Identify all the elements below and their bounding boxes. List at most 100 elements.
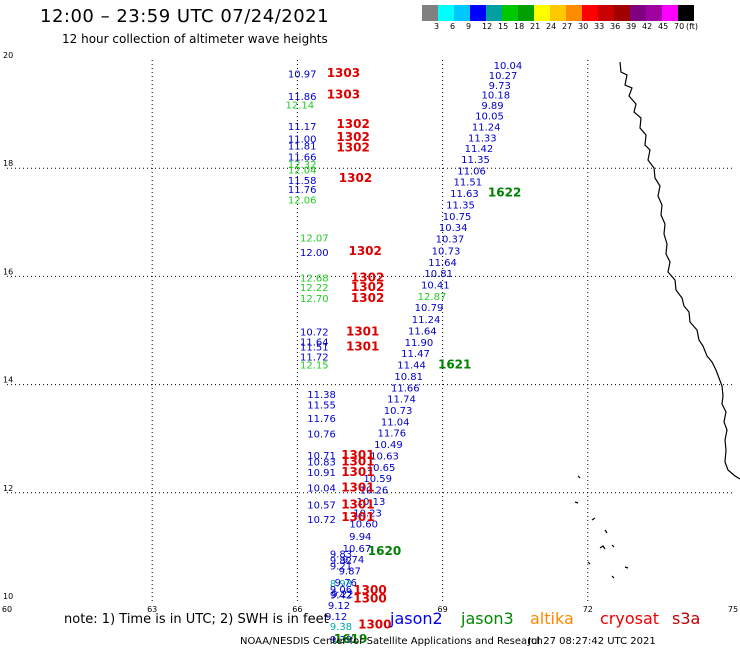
page-title: 12:00 – 23:59 UTC 07/24/2021 bbox=[40, 6, 330, 27]
color-scale-label: 30 bbox=[578, 22, 589, 31]
wave-height-value: 10.72 bbox=[307, 515, 336, 526]
wave-height-value: 11.04 bbox=[381, 417, 410, 428]
wave-height-value: 9.12 bbox=[325, 612, 347, 623]
wave-height-value: 12.06 bbox=[288, 196, 317, 207]
color-swatch bbox=[470, 5, 486, 21]
wave-height-value: 11.76 bbox=[307, 414, 336, 425]
wave-height-value: 10.27 bbox=[489, 71, 518, 82]
x-tick-label: 69 bbox=[438, 605, 448, 614]
pass-time-label: 1301 bbox=[341, 454, 374, 468]
wave-height-value: 9.89 bbox=[481, 101, 503, 112]
color-swatch bbox=[630, 5, 646, 21]
wave-height-value: 9.83 bbox=[330, 549, 352, 560]
wave-height-value: 11.76 bbox=[288, 185, 317, 196]
wave-height-value: 9.06 bbox=[330, 585, 352, 596]
satellite-legend-s3a: s3a bbox=[672, 609, 701, 628]
satellite-legend-cryosat: cryosat bbox=[600, 609, 660, 628]
color-scale-label: 18 bbox=[514, 22, 525, 31]
color-swatch bbox=[534, 5, 550, 21]
wave-height-value: 10.57 bbox=[307, 501, 336, 512]
wave-height-value: 10.13 bbox=[357, 497, 386, 508]
pass-time-label: 1302 bbox=[351, 291, 384, 305]
note-text: note: 1) Time is in UTC; 2) SWH is in fe… bbox=[64, 612, 329, 627]
wave-height-value: 11.47 bbox=[401, 349, 430, 360]
wave-height-value: 10.63 bbox=[370, 452, 399, 463]
wave-height-value: 10.71 bbox=[307, 451, 336, 462]
wave-height-value: 11.58 bbox=[288, 176, 317, 187]
pass-time-label: 1620 bbox=[368, 544, 401, 558]
pass-time-label: 1301 bbox=[346, 340, 379, 354]
x-tick-label: 60 bbox=[2, 605, 12, 614]
y-tick-label: 10 bbox=[3, 592, 13, 601]
wave-height-value: 10.73 bbox=[432, 246, 461, 257]
satellite-legend-jason3: jason3 bbox=[461, 609, 514, 628]
wave-height-value: 11.51 bbox=[453, 178, 482, 189]
color-scale-label: 21 bbox=[530, 22, 541, 31]
wave-height-value: 11.06 bbox=[457, 166, 486, 177]
color-swatch bbox=[454, 5, 470, 21]
pass-time-label: 1301 bbox=[341, 465, 374, 479]
x-tick-label: 75 bbox=[728, 605, 738, 614]
wave-height-value: 10.81 bbox=[394, 372, 423, 383]
pass-time-label: 1300 bbox=[353, 591, 386, 605]
y-tick-label: 14 bbox=[3, 376, 13, 385]
coastline-path bbox=[619, 61, 740, 480]
wave-height-value: 8.93 bbox=[330, 579, 352, 590]
color-scale-label: 9 bbox=[466, 22, 472, 31]
wave-height-value: 9.38 bbox=[330, 622, 352, 633]
color-swatch bbox=[438, 5, 454, 21]
island-9 bbox=[611, 575, 615, 579]
wave-height-value: 11.17 bbox=[288, 122, 317, 133]
wave-height-value: 10.72 bbox=[300, 328, 329, 339]
wave-height-value: 10.76 bbox=[307, 429, 336, 440]
wave-height-value: 10.91 bbox=[307, 468, 336, 479]
island-7 bbox=[587, 561, 591, 565]
pass-time-label: 1303 bbox=[327, 88, 360, 102]
y-tick-label: 18 bbox=[3, 159, 13, 168]
wave-height-value: 10.67 bbox=[343, 544, 372, 555]
wave-height-value: 10.83 bbox=[307, 457, 336, 468]
y-tick-label: 20 bbox=[3, 51, 13, 60]
pass-time-label: 1301 bbox=[341, 498, 374, 512]
pass-time-label: 1301 bbox=[346, 325, 379, 339]
wave-height-value: 10.73 bbox=[384, 406, 413, 417]
wave-height-value: 9.22 bbox=[331, 589, 353, 600]
wave-height-value: 12.70 bbox=[300, 294, 329, 305]
wave-height-value: 11.72 bbox=[300, 353, 329, 364]
island-3 bbox=[591, 517, 596, 521]
wave-height-value: 12.22 bbox=[300, 283, 329, 294]
color-swatch bbox=[518, 5, 534, 21]
color-swatch bbox=[566, 5, 582, 21]
wave-height-value: 11.66 bbox=[391, 383, 420, 394]
wave-height-value: 10.34 bbox=[439, 223, 468, 234]
wave-height-value: 9.74 bbox=[342, 555, 364, 566]
pass-time-label: 1302 bbox=[348, 244, 381, 258]
x-tick-label: 66 bbox=[292, 605, 302, 614]
color-scale-label: 42 bbox=[642, 22, 653, 31]
wave-height-value: 11.24 bbox=[412, 315, 441, 326]
wave-height-value: 11.51 bbox=[300, 343, 329, 354]
wave-height-value: 12.14 bbox=[285, 100, 314, 111]
wave-height-value: 9.42 bbox=[330, 591, 352, 602]
color-scale-label: 39 bbox=[626, 22, 637, 31]
wave-height-value: 10.49 bbox=[374, 440, 403, 451]
color-swatch bbox=[646, 5, 662, 21]
wave-height-value: 11.63 bbox=[450, 189, 479, 200]
island-5 bbox=[599, 545, 606, 550]
map-axis-labels: 60 63 66 69 72 75 10 12 14 16 18 20 bbox=[2, 51, 738, 614]
wave-height-value: 11.64 bbox=[300, 337, 329, 348]
wave-height-value: 11.90 bbox=[405, 338, 434, 349]
color-scale-label: 36 bbox=[610, 22, 621, 31]
wave-height-value: 10.79 bbox=[415, 303, 444, 314]
wave-height-value: 10.75 bbox=[443, 212, 472, 223]
wave-height-value: 10.04 bbox=[307, 483, 336, 494]
wave-height-value: 11.00 bbox=[288, 134, 317, 145]
pass-time-label: 1302 bbox=[336, 141, 369, 155]
wave-height-value: 12.04 bbox=[288, 165, 317, 176]
wave-height-value: 9.39 bbox=[330, 635, 352, 646]
pass-time-label: 1302 bbox=[351, 280, 384, 294]
wave-height-value: 11.74 bbox=[387, 395, 416, 406]
color-scale-label: 70 bbox=[674, 22, 685, 31]
